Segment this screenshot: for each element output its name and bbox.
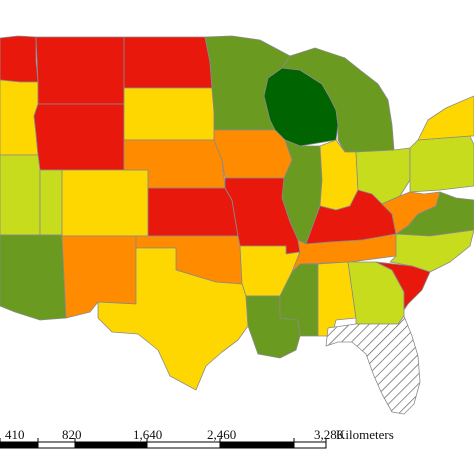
- state-montana: [35, 36, 125, 105]
- scale-unit-label: Kilometers: [336, 427, 394, 442]
- scale-tick-label: 1,640: [133, 427, 163, 442]
- scale-tick-label: 410: [5, 427, 25, 442]
- scale-bar: [0, 438, 327, 449]
- state-new-york: [417, 95, 474, 141]
- state-wyoming: [33, 103, 125, 171]
- state-colorado: [61, 169, 149, 237]
- state-north-dakota: [123, 36, 213, 89]
- state-pennsylvania: [409, 135, 474, 193]
- scale-tick-label: 2,460: [207, 427, 237, 442]
- state-north-carolina: [389, 229, 474, 273]
- state-south-carolina: [375, 261, 431, 311]
- scale-bar-segment: [75, 442, 147, 448]
- state-texas: [97, 247, 249, 391]
- state-nevada: [0, 154, 41, 236]
- scale-tick-label: 3,280: [314, 427, 344, 442]
- scale-bar-segment: [0, 442, 38, 448]
- state-kansas: [147, 187, 239, 237]
- state-washington: [0, 35, 39, 83]
- state-utah: [39, 169, 63, 236]
- state-layer: [0, 35, 474, 415]
- choropleth-map: [0, 35, 474, 415]
- state-iowa: [213, 129, 293, 179]
- state-arizona: [0, 234, 67, 321]
- scale-bar-segment: [220, 442, 294, 448]
- scale-tick-label: 820: [62, 427, 82, 442]
- state-florida: [325, 315, 421, 415]
- state-south-dakota: [123, 87, 215, 141]
- state-idaho: [0, 79, 39, 156]
